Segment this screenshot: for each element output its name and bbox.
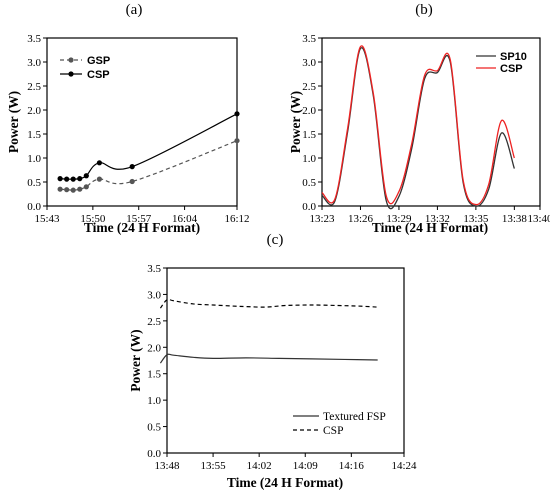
x-tick-label: 14:24 xyxy=(391,460,417,472)
y-tick-label: 1.5 xyxy=(27,129,41,141)
x-axis-title: Time (24 H Format) xyxy=(84,220,200,235)
x-tick-label: 13:26 xyxy=(348,213,374,225)
series-line-sp10 xyxy=(321,47,515,210)
x-tick-label: 13:48 xyxy=(154,460,180,472)
x-tick-label: 13:32 xyxy=(425,213,450,225)
legend-label: SP10 xyxy=(500,51,527,63)
x-tick-label: 15:50 xyxy=(80,213,106,225)
series-line-gsp xyxy=(60,140,238,191)
y-tick-label: 0.5 xyxy=(147,422,161,434)
y-tick-label: 1.0 xyxy=(302,153,316,165)
series-line-textured-fsp xyxy=(159,353,378,364)
series-line-csp xyxy=(60,113,238,180)
legend-marker xyxy=(68,71,74,77)
panel-label: (a) xyxy=(126,2,143,18)
data-point xyxy=(57,176,63,182)
data-point xyxy=(129,178,135,185)
y-tick-label: 1.5 xyxy=(147,369,161,381)
y-tick-label: 0.5 xyxy=(302,177,316,189)
y-tick-label: 3.0 xyxy=(147,289,161,301)
data-point xyxy=(83,184,89,190)
chart-panel-c: (c) 0.0 0.5 1.0 1.5 2.0 2.5 3.0 3.5 13:48 13:55 14:… xyxy=(128,232,417,490)
legend-marker xyxy=(68,57,74,63)
y-tick-label: 2.0 xyxy=(302,105,316,117)
y-tick-label: 2.5 xyxy=(147,316,161,328)
x-tick-label: 13:55 xyxy=(201,460,227,472)
x-tick-label: 13:35 xyxy=(463,213,489,225)
y-tick-label: 3.0 xyxy=(302,57,316,69)
chart-panel-b: (b) 0.0 0.5 1.0 1.5 2.0 2.5 3.0 3.5 13:23 13:26 13:… xyxy=(288,2,550,235)
y-axis-title: Power (W) xyxy=(6,91,21,153)
panel-label: (b) xyxy=(415,2,433,18)
x-tick-label: 13:29 xyxy=(386,213,412,225)
legend-label: CSP xyxy=(323,425,343,437)
x-tick-label: 13:23 xyxy=(309,213,335,225)
y-tick-label: 0.0 xyxy=(147,448,161,460)
legend-label: CSP xyxy=(500,63,523,75)
x-tick-label: 16:04 xyxy=(172,213,198,225)
data-point xyxy=(234,138,240,144)
chart-panel-a: (a) 0.0 0.5 1.0 1.5 2.0 2.5 3.0 3.5 15:43 15:50 15:… xyxy=(6,2,250,235)
plot-frame xyxy=(166,267,405,454)
x-tick-label: 13:40 xyxy=(527,213,550,225)
x-tick-label: 15:43 xyxy=(34,213,60,225)
series-line-csp xyxy=(321,45,515,206)
y-tick-label: 1.0 xyxy=(147,395,161,407)
y-axis-title: Power (W) xyxy=(288,91,303,153)
y-tick-label: 3.5 xyxy=(302,33,316,45)
data-point xyxy=(96,176,103,182)
data-point xyxy=(64,187,70,193)
panel-label: (c) xyxy=(267,232,284,248)
x-axis-title: Time (24 H Format) xyxy=(227,475,343,490)
x-tick-label: 14:09 xyxy=(293,460,319,472)
y-tick-label: 1.0 xyxy=(27,153,41,165)
data-point xyxy=(96,160,103,166)
y-tick-label: 0.0 xyxy=(27,201,41,213)
x-axis-title: Time (24 H Format) xyxy=(372,220,488,235)
data-point xyxy=(70,187,76,193)
data-point xyxy=(77,186,83,192)
y-tick-label: 3.5 xyxy=(27,33,41,45)
x-tick-label: 15:57 xyxy=(126,213,152,225)
x-tick-label: 13:38 xyxy=(502,213,528,225)
legend-label: GSP xyxy=(87,55,110,67)
y-tick-label: 1.5 xyxy=(302,129,316,141)
data-point xyxy=(57,186,63,192)
data-point xyxy=(83,173,89,179)
y-tick-label: 3.0 xyxy=(27,57,41,69)
x-tick-label: 14:02 xyxy=(247,460,272,472)
data-point xyxy=(64,176,70,182)
y-tick-label: 2.5 xyxy=(27,81,41,93)
y-tick-label: 0.0 xyxy=(302,201,316,213)
data-point xyxy=(70,176,76,182)
data-point xyxy=(77,176,83,182)
y-tick-label: 3.5 xyxy=(147,263,161,275)
plot-frame xyxy=(46,37,238,207)
legend-label: Textured FSP xyxy=(323,411,386,423)
y-tick-label: 2.5 xyxy=(302,81,316,93)
plot-frame xyxy=(321,37,541,207)
y-tick-label: 2.0 xyxy=(147,342,161,354)
x-tick-label: 16:12 xyxy=(224,213,249,225)
data-point xyxy=(129,164,135,170)
series-line-csp xyxy=(159,298,378,309)
x-tick-label: 14:16 xyxy=(339,460,365,472)
legend-label: CSP xyxy=(87,69,110,81)
y-tick-label: 0.5 xyxy=(27,177,41,189)
data-point xyxy=(234,111,240,117)
y-tick-label: 2.0 xyxy=(27,105,41,117)
y-axis-title: Power (W) xyxy=(128,329,143,391)
